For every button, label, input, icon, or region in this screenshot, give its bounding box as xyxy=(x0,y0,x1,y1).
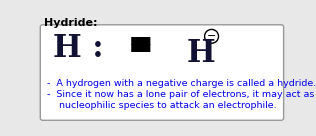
Text: −: − xyxy=(207,31,216,41)
Text: H :: H : xyxy=(53,33,104,64)
Text: =: = xyxy=(127,33,153,64)
Text: =: = xyxy=(127,29,153,60)
Text: -  A hydrogen with a negative charge is called a hydride.: - A hydrogen with a negative charge is c… xyxy=(47,79,316,88)
Text: -  Since it now has a lone pair of electrons, it may act as a: - Since it now has a lone pair of electr… xyxy=(47,90,316,99)
Text: Hydride:: Hydride: xyxy=(44,18,98,28)
Text: H: H xyxy=(187,38,216,69)
FancyBboxPatch shape xyxy=(40,25,284,120)
Text: nucleophilic species to attack an electrophile.: nucleophilic species to attack an electr… xyxy=(47,101,277,110)
